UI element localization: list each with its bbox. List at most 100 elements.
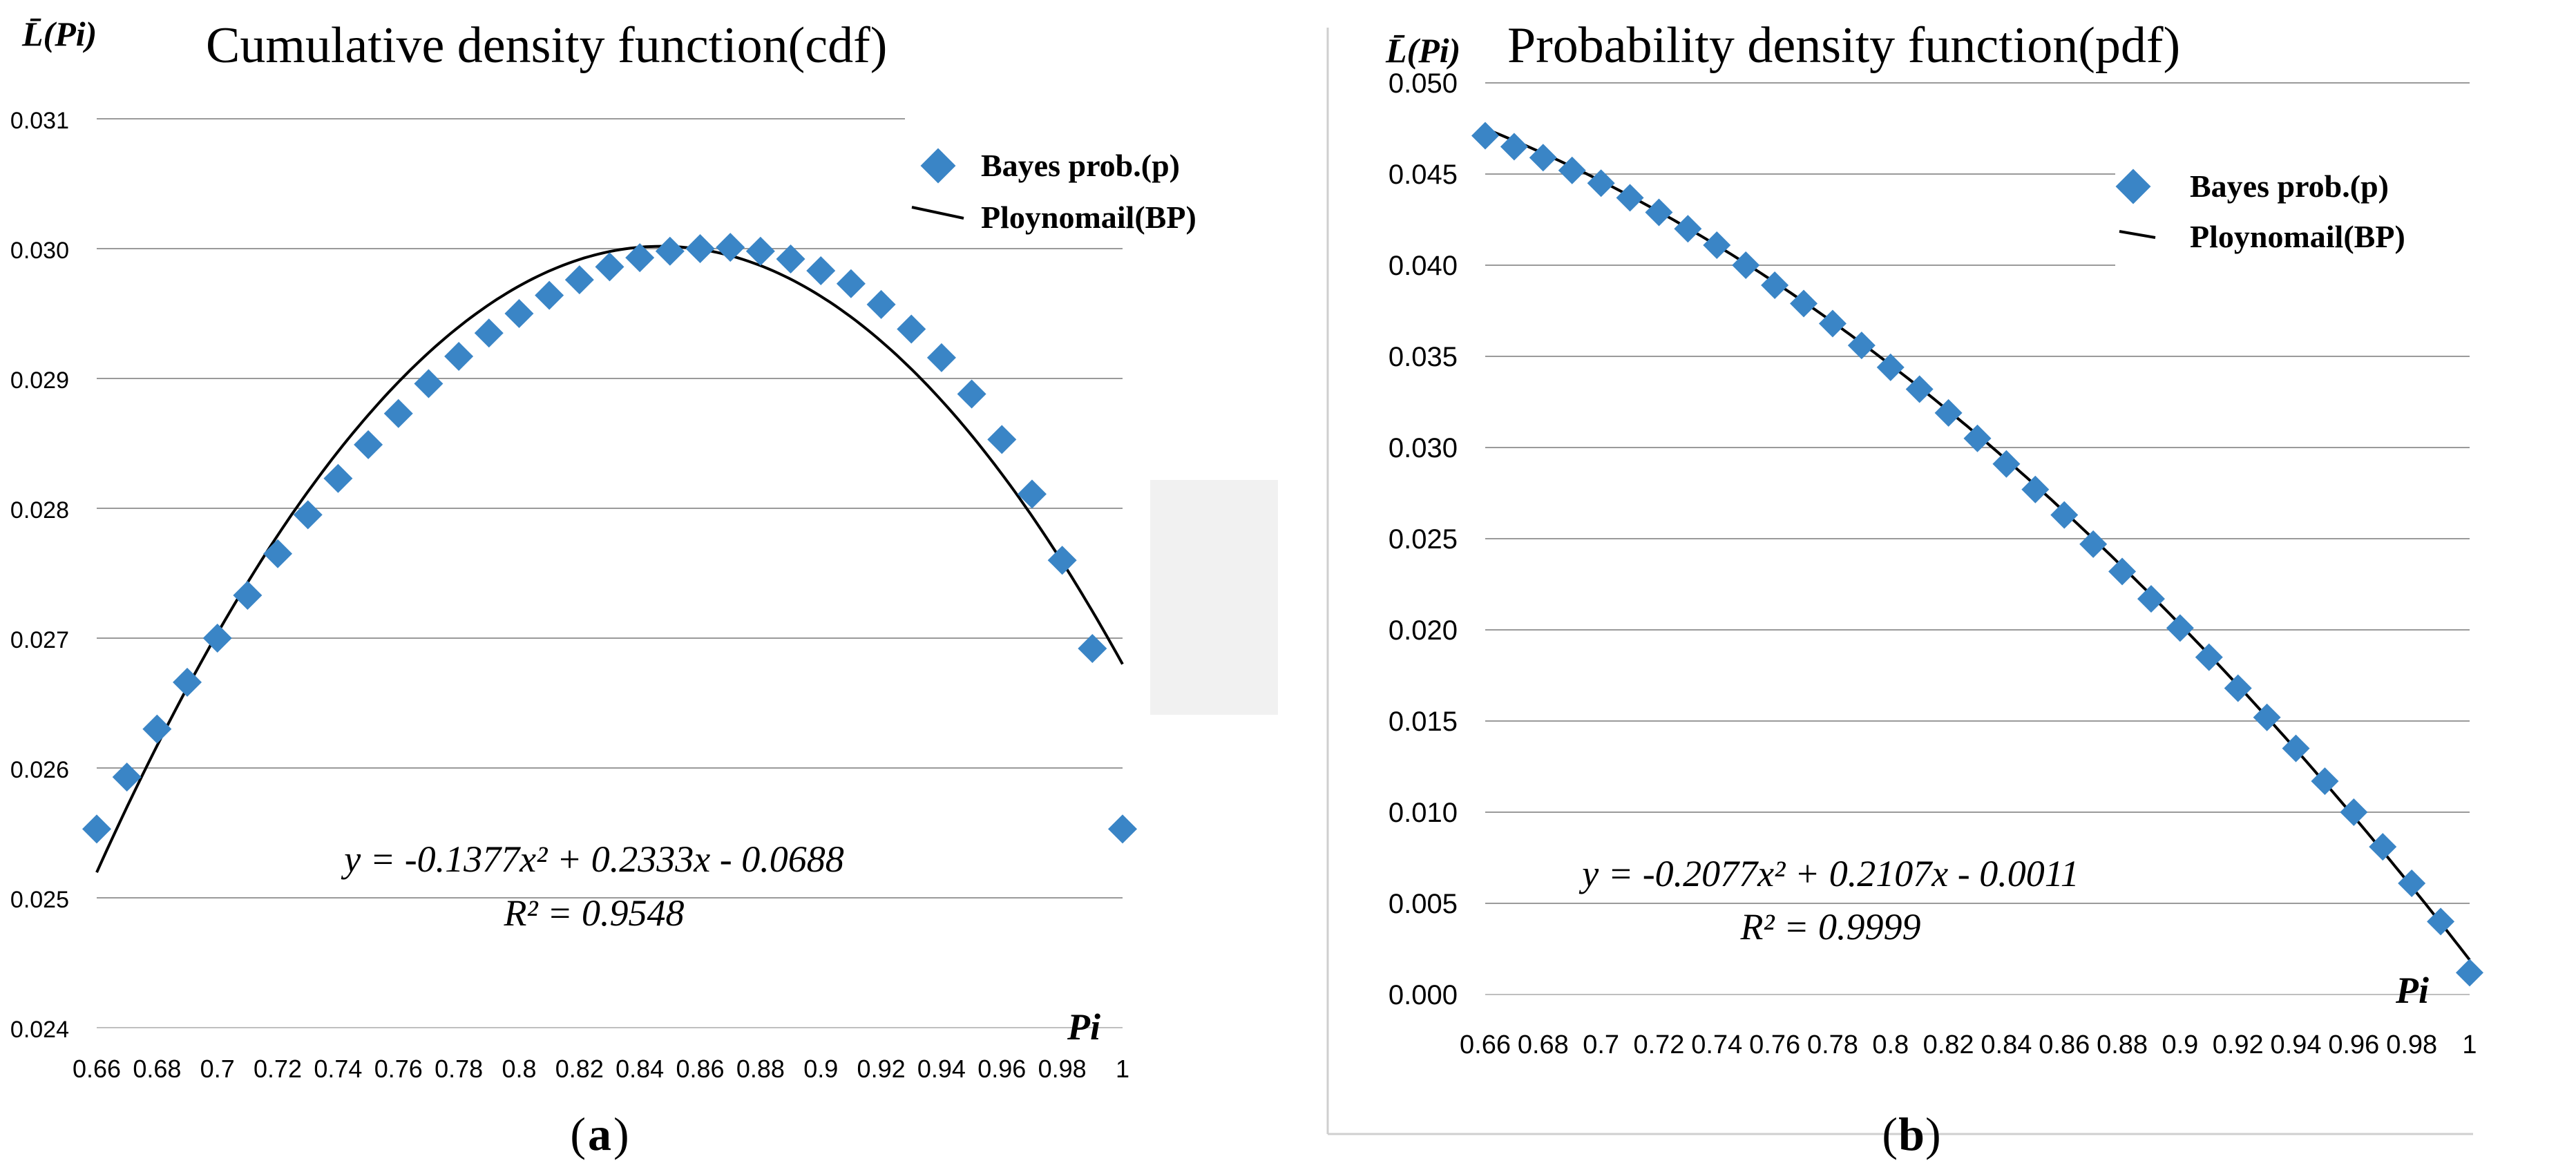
panel-b-y-axis-label: L̄(Pi) [1385,31,1460,70]
panel-b-y-tick-label: 0.030 [1389,433,1458,463]
panel-b-data-point [1847,332,1876,360]
panel-b-x-tick-label: 0.74 [1691,1030,1742,1059]
panel-b-caption: ( b ) [1882,1108,1940,1160]
panel-a-data-point [806,256,836,285]
panel-b-data-point [1674,215,1702,243]
panel-a-cdf-chart: 0.024 0.025 0.026 0.027 0.028 0.029 0.030 0.031… [10,15,1278,1160]
panel-a-x-tick-label: 0.84 [616,1055,664,1083]
panel-a-data-point [655,236,685,266]
panel-a-fit-line [95,244,1124,874]
panel-b-data-point [1500,133,1528,161]
panel-b-data-point [2398,869,2426,897]
panel-b-data-point [2224,674,2252,702]
panel-b-y-tick-label: 0.025 [1389,524,1458,555]
panel-b-y-tick-label: 0.035 [1389,342,1458,372]
panel-a-data-point [82,814,111,844]
panel-a-data-point [1078,634,1107,664]
panel-a-data-point [836,269,866,298]
panel-b-caption-open: ( [1882,1108,1898,1160]
panel-b-x-tick-label: 0.68 [1518,1030,1569,1059]
panel-b-data-point [2137,585,2165,613]
panel-b-x-tick-label: 0.96 [2328,1030,2379,1059]
panel-b-data-point [2195,643,2223,671]
panel-b-data-point [2282,734,2310,762]
panel-a-x-tick-label: 0.78 [435,1055,483,1083]
panel-a-x-tick-label: 0.92 [857,1055,906,1083]
panel-a-x-tick-label: 0.76 [374,1055,423,1083]
panel-a-shaded-box [1150,480,1278,715]
panel-a-x-tick-label: 0.86 [676,1055,724,1083]
panel-a-data-point [926,343,956,372]
panel-b-data-point [1761,271,1789,300]
panel-a-data-point [293,500,323,530]
panel-b-x-tick-label: 0.8 [1872,1030,1909,1059]
panel-a-y-axis-label: L̄(Pi) [21,15,97,53]
panel-a-data-point [716,233,745,262]
panel-a-x-tick-label: 0.7 [200,1055,235,1083]
panel-a-equation: y = -0.1377x² + 0.2333x - 0.0688 [341,838,843,880]
panel-b-data-point [1587,169,1615,198]
panel-a-x-tick-label: 0.82 [555,1055,604,1083]
panel-b-x-tick-label: 1 [2462,1030,2477,1059]
panel-b-pdf-chart: 0.000 0.005 0.010 0.015 0.020 0.025 0.030 0.035… [1326,17,2483,1160]
panel-a-y-tick-labels: 0.024 0.025 0.026 0.027 0.028 0.029 0.030 0.031 [10,108,69,1043]
panel-a-x-tick-label: 0.8 [502,1055,536,1083]
panel-a-data-point [897,314,926,344]
panel-b-legend-marker-icon [2115,169,2151,204]
panel-a-caption-open: ( [570,1108,586,1160]
panel-a-y-tick-label: 0.029 [10,367,69,394]
panel-b-x-tick-label: 0.78 [1807,1030,1858,1059]
panel-b-data-points [1471,122,2483,987]
panel-a-legend-marker-icon [920,148,956,184]
panel-b-y-tick-label: 0.045 [1389,160,1458,190]
panel-b-data-point [2108,557,2137,586]
panel-b-data-point [1963,424,1992,452]
panel-a-data-point [745,236,775,266]
panel-a-legend: Bayes prob.(p) Ploynomail(BP) [911,148,1196,235]
panel-a-data-point [1108,814,1137,844]
panel-a-legend-label-poly: Ploynomail(BP) [981,200,1196,235]
panel-a-gridlines [97,118,1123,1028]
panel-b-equation: y = -0.2077x² + 0.2107x - 0.0011 [1578,853,2079,894]
panel-a-data-point [595,252,624,282]
panel-a-y-tick-label: 0.024 [10,1017,69,1043]
panel-b-data-point [1934,398,1963,427]
panel-b-data-point [1529,144,1557,172]
panel-b-data-point [1992,450,2021,478]
panel-a-data-point [383,398,413,428]
panel-b-data-point [2369,833,2397,861]
panel-a-data-point [263,539,293,568]
panel-b-data-point [1790,289,1818,318]
panel-b-data-point [2166,614,2194,642]
panel-b-data-point [1905,375,1934,403]
panel-b-data-point [2021,475,2050,503]
panel-a-x-tick-label: 0.72 [254,1055,302,1083]
panel-a-data-point [414,369,443,398]
panel-b-y-tick-label: 0.005 [1389,889,1458,919]
panel-b-y-tick-label: 0.010 [1389,798,1458,828]
panel-b-y-tick-labels: 0.000 0.005 0.010 0.015 0.020 0.025 0.030 0.035… [1389,68,1458,1010]
panel-b-data-point [2253,703,2281,731]
panel-b-x-tick-label: 0.72 [1633,1030,1684,1059]
panel-a-caption-close: ) [613,1108,629,1160]
panel-a-data-point [535,280,564,310]
panel-b-y-tick-label: 0.050 [1389,68,1458,99]
panel-a-fit-line-group [95,244,1124,874]
panel-b-y-tick-label: 0.020 [1389,615,1458,646]
panel-b-data-point [1876,353,1905,381]
panel-b-y-tick-label: 0.000 [1389,980,1458,1010]
panel-b-x-tick-label: 0.84 [1981,1030,2032,1059]
panel-a-data-point [354,430,383,459]
panel-b-x-tick-labels: 0.66 0.68 0.7 0.72 0.74 0.76 0.78 0.8 0.82 0.84 0.… [1460,1030,2477,1059]
panel-b-x-tick-label: 0.98 [2386,1030,2437,1059]
panel-b-data-point [2050,501,2079,529]
panel-a-data-point [776,244,805,274]
panel-a-data-point [685,234,715,263]
panel-b-data-point [1818,309,1847,338]
panel-b-data-point [2427,907,2455,936]
panel-b-data-point [1558,156,1586,184]
panel-b-y-tick-label: 0.040 [1389,251,1458,281]
panel-b-x-axis-label: Pi [2395,970,2429,1011]
panel-a-data-point [112,762,142,792]
